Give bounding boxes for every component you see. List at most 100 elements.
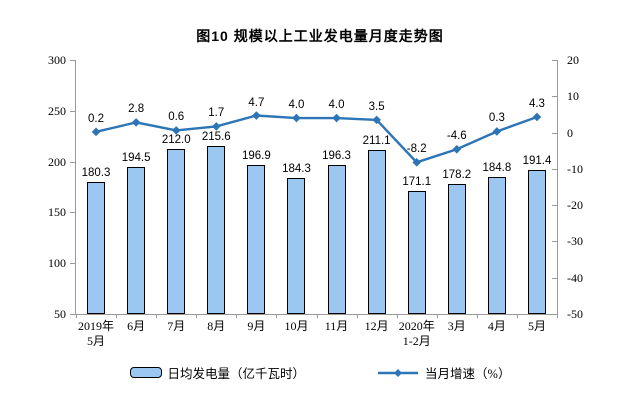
y-axis-left-tick (70, 161, 75, 163)
y-axis-right-tick-label: 10 (567, 89, 579, 104)
y-axis-right-tick-label: -20 (567, 198, 583, 213)
bar (207, 145, 226, 314)
y-axis-left-tick (70, 263, 75, 265)
legend-label-line: 当月增速（%） (425, 367, 511, 381)
x-axis-tick (116, 314, 118, 318)
y-axis-left-tick-label: 100 (48, 256, 66, 271)
y-axis-right-tick-label: -50 (567, 307, 583, 321)
y-axis-left-tick-label: 300 (48, 53, 66, 67)
y-axis-right-tick-label: 20 (567, 53, 579, 67)
x-axis-tick (76, 314, 77, 318)
y-axis-right-tick (552, 277, 557, 279)
legend-item-line: 当月增速（%） (377, 363, 510, 382)
line-value-label: 1.7 (208, 107, 225, 120)
y-axis-left-tick (70, 60, 75, 61)
x-axis-tick (557, 314, 558, 318)
y-axis-right-line (557, 60, 558, 314)
bar (247, 164, 266, 314)
y-axis-left-tick-label: 250 (48, 103, 66, 118)
y-axis-left-tick-label: 50 (54, 307, 66, 321)
bar (327, 165, 346, 314)
x-axis-tick (356, 314, 358, 318)
diamond-marker (532, 112, 542, 122)
x-axis-tick (276, 314, 278, 318)
y-axis-right-tick (552, 205, 557, 207)
y-axis-left-tick-label: 200 (48, 154, 66, 169)
x-axis-category-label: 3月 (447, 319, 466, 333)
line-value-label: 0.2 (88, 112, 105, 125)
x-axis-category-label: 2020年 1-2月 (398, 319, 435, 348)
diamond-marker (252, 111, 261, 120)
bar-value-label: 178.2 (442, 168, 472, 181)
bar (447, 183, 466, 314)
line-value-label: 4.7 (248, 96, 265, 109)
line-value-label: 4.3 (528, 97, 545, 110)
x-axis-category-label: 5月 (527, 319, 546, 333)
bar (167, 149, 186, 314)
y-axis-left-tick (70, 110, 75, 112)
legend-item-bars: 日均发电量（亿千瓦时） (129, 363, 306, 382)
line-series-swatch (378, 368, 419, 377)
line-value-label: 4.0 (328, 99, 345, 112)
y-axis-right-tick-label: 0 (567, 125, 573, 140)
diamond-marker (292, 113, 301, 123)
y-axis-right-tick (552, 314, 557, 315)
x-axis-tick (396, 314, 398, 318)
bar (287, 177, 306, 314)
bar (127, 167, 146, 314)
bar (487, 177, 506, 314)
x-axis-tick (516, 314, 518, 318)
bar (87, 181, 106, 314)
y-axis-right-tick (552, 168, 557, 170)
bar-value-label: 215.6 (201, 130, 231, 143)
diamond-marker (492, 127, 502, 136)
bar-series-swatch (129, 367, 162, 378)
x-axis-category-label: 9月 (247, 319, 266, 333)
diamond-marker (171, 126, 181, 135)
line-value-label: 0.6 (168, 111, 185, 124)
bar (407, 190, 426, 314)
y-axis-left-tick-label: 150 (48, 205, 66, 220)
y-axis-right-tick-label: -10 (567, 161, 583, 176)
y-axis-right-tick (552, 96, 557, 98)
line-value-label: 3.5 (368, 100, 385, 113)
bar-value-label: 196.3 (322, 150, 351, 163)
x-axis-tick (236, 314, 238, 318)
x-axis-category-label: 4月 (487, 319, 506, 333)
legend: 日均发电量（亿千瓦时） 当月增速（%） (0, 363, 640, 382)
x-axis-category-label: 12月 (364, 319, 389, 333)
bar-value-label: 171.1 (402, 175, 432, 188)
x-axis-tick (436, 314, 438, 318)
x-axis-category-label: 11月 (324, 319, 349, 333)
bar-value-label: 184.3 (282, 162, 311, 175)
y-axis-right-tick (552, 60, 557, 61)
bar (527, 170, 546, 314)
x-axis-tick (316, 314, 318, 318)
diamond-marker (332, 113, 341, 123)
y-axis-left-tick (70, 212, 75, 214)
x-axis-category-label: 10月 (284, 319, 309, 333)
y-axis-left-line (75, 60, 76, 314)
legend-label-bars: 日均发电量（亿千瓦时） (167, 367, 306, 381)
chart-title: 图10 规模以上工业发电量月度走势图 (196, 28, 444, 44)
bar (367, 150, 386, 314)
y-axis-right-tick-label: -30 (567, 234, 583, 249)
x-axis-tick (476, 314, 478, 318)
diamond-marker (412, 158, 422, 167)
diamond-marker (91, 127, 101, 137)
legend-diamond-marker (394, 368, 403, 377)
x-axis-category-label: 2019年 5月 (78, 319, 115, 348)
y-axis-right-tick (552, 132, 557, 134)
diamond-marker (372, 115, 381, 125)
y-axis-right-tick (552, 241, 557, 243)
x-axis-tick (156, 314, 158, 318)
bar-value-label: 180.3 (81, 166, 111, 179)
x-axis-category-label: 6月 (127, 319, 146, 333)
line-value-label: -8.2 (406, 143, 427, 156)
line-value-label: 4.0 (288, 99, 305, 112)
diamond-marker (131, 118, 141, 127)
line-value-label: 2.8 (128, 103, 145, 116)
x-axis-category-label: 7月 (167, 319, 186, 333)
diamond-marker (211, 122, 221, 131)
